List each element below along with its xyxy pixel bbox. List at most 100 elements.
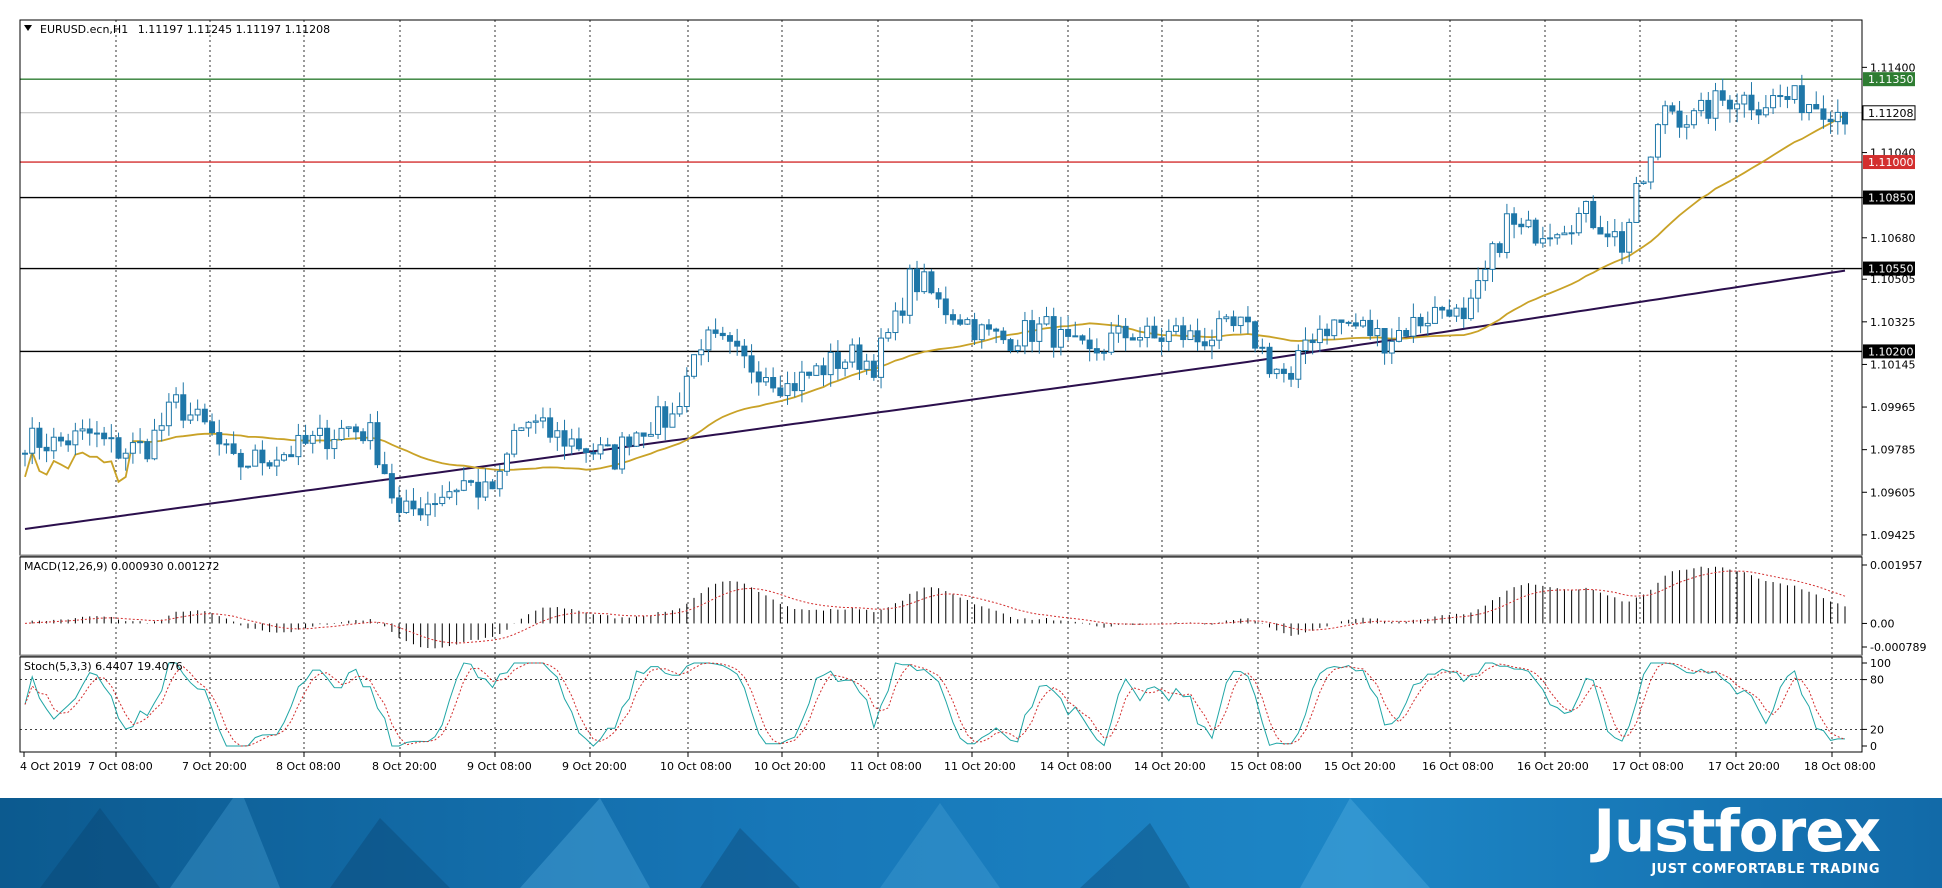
candle-body: [1367, 319, 1374, 337]
stochastic-pane: [20, 662, 1862, 747]
brand-logo: Justforex JUST COMFORTABLE TRADING: [1593, 798, 1881, 877]
candle-body: [1021, 320, 1028, 347]
candle-body: [1568, 232, 1575, 235]
candle-body: [1431, 306, 1438, 324]
dropdown-triangle-icon[interactable]: [24, 25, 32, 31]
candle-body: [1079, 335, 1086, 341]
moving-average-slow-line: [24, 269, 1846, 530]
candle-body: [1043, 316, 1050, 325]
candle-body: [525, 421, 532, 429]
candle-body: [65, 440, 72, 446]
candle-body: [173, 394, 180, 403]
candle-body: [1640, 181, 1647, 185]
macd-tick-label: -0.000789: [1870, 641, 1926, 654]
x-tick-label: 11 Oct 20:00: [944, 760, 1016, 773]
candle-body: [1151, 325, 1158, 339]
x-tick-label: 7 Oct 08:00: [88, 760, 153, 773]
candle-body: [1187, 330, 1194, 341]
candle-body: [1806, 104, 1813, 114]
candle-body: [280, 454, 287, 461]
candle-body: [1475, 280, 1482, 299]
x-tick-label: 16 Oct 08:00: [1422, 760, 1494, 773]
candle-body: [1633, 183, 1640, 223]
candle-body: [1525, 219, 1532, 228]
candle-body: [1676, 110, 1683, 128]
x-tick-label: 18 Oct 08:00: [1804, 760, 1876, 773]
candle-body: [295, 434, 302, 458]
candle-body: [741, 345, 748, 357]
candle-body: [1316, 328, 1323, 344]
candle-body: [1518, 223, 1525, 228]
candle-body: [1561, 232, 1568, 236]
candle-body: [1360, 319, 1367, 327]
candle-body: [209, 421, 216, 434]
candle-body: [432, 503, 439, 506]
candle-body: [971, 319, 978, 341]
candle-body: [1460, 307, 1467, 320]
axes: 4 Oct 2019 7 Oct 08:00 7 Oct 20:00 8 Oct 08…: [19, 19, 1926, 773]
candle-body: [1611, 231, 1618, 238]
candle-body: [1288, 372, 1295, 380]
candle-body: [1669, 105, 1676, 112]
candle-body: [1374, 328, 1381, 337]
candle-body: [870, 360, 877, 378]
candle-body: [1424, 322, 1431, 327]
candle-body: [849, 344, 856, 363]
candle-body: [949, 314, 956, 321]
candle-body: [79, 428, 86, 432]
candle-body: [43, 446, 50, 452]
candle-body: [1273, 368, 1280, 375]
candle-body: [259, 449, 266, 464]
candle-body: [309, 434, 316, 444]
macd-tick-label: 0.001957: [1870, 559, 1923, 572]
price-pane: [20, 74, 1862, 530]
y-tick-label: 1.10680: [1870, 232, 1916, 245]
candle-body: [1129, 337, 1136, 341]
candle-body: [856, 344, 863, 370]
candle-body: [288, 454, 295, 458]
candle-body: [1770, 95, 1777, 109]
candle-body: [691, 354, 698, 377]
grid: [115, 20, 1833, 752]
candle-body: [1741, 94, 1748, 105]
candle-body: [1842, 111, 1848, 125]
candle-body: [554, 430, 561, 438]
candle-body: [842, 361, 849, 369]
candle-body: [1834, 111, 1841, 123]
x-tick-label: 16 Oct 20:00: [1517, 760, 1589, 773]
candle-body: [985, 324, 992, 330]
candle-body: [1093, 348, 1100, 354]
candle-body: [813, 365, 820, 376]
y-tick-label: 1.10145: [1870, 358, 1916, 371]
candle-body: [137, 441, 144, 444]
candle-body: [1482, 268, 1489, 282]
level-price-tag: [1863, 155, 1915, 170]
candle-body: [1057, 328, 1064, 348]
candle-body: [784, 383, 791, 397]
candle-body: [1072, 335, 1079, 338]
candle-body: [669, 413, 676, 428]
stoch-label: Stoch(5,3,3) 6.4407 19.4076: [24, 660, 183, 673]
candle-body: [1194, 330, 1201, 343]
x-tick-label: 17 Oct 08:00: [1612, 760, 1684, 773]
level-price-label: 1.10550: [1868, 263, 1914, 276]
candle-body: [568, 438, 575, 447]
candle-body: [1295, 350, 1302, 380]
candle-body: [1705, 99, 1712, 119]
candle-body: [1813, 104, 1820, 110]
candle-body: [1266, 346, 1273, 375]
candle-body: [1223, 316, 1230, 320]
x-tick-label: 17 Oct 20:00: [1708, 760, 1780, 773]
candle-body: [1539, 238, 1546, 244]
candle-body: [705, 329, 712, 351]
candle-body: [1180, 325, 1187, 341]
candle-body: [734, 340, 741, 347]
candle-body: [1324, 328, 1331, 337]
candle-body: [489, 481, 496, 490]
candle-body: [899, 310, 906, 316]
candle-body: [640, 432, 647, 437]
candle-body: [921, 271, 928, 293]
candle-body: [381, 464, 388, 475]
y-tick-label: 1.11400: [1870, 61, 1916, 74]
y-tick-label: 1.09605: [1870, 486, 1916, 499]
